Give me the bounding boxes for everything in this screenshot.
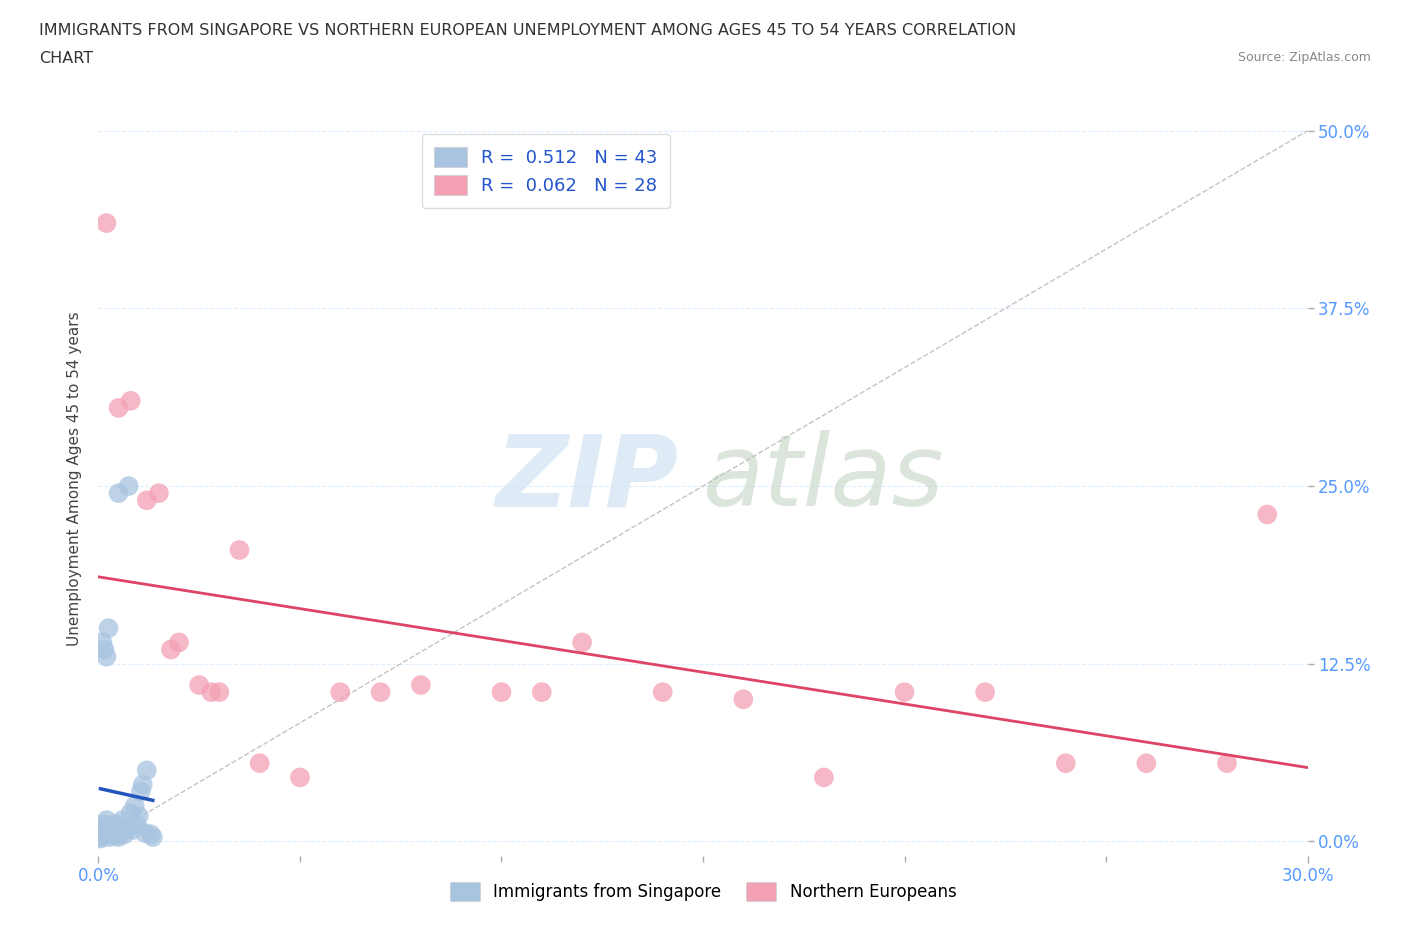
Point bbox=[101, 819, 124, 834]
Point bbox=[135, 493, 157, 508]
Point bbox=[120, 805, 142, 820]
Point bbox=[93, 642, 115, 657]
Point bbox=[96, 813, 118, 828]
Point bbox=[96, 819, 118, 834]
Point bbox=[167, 635, 190, 650]
Point bbox=[135, 763, 157, 777]
Point bbox=[104, 817, 127, 831]
Legend: Immigrants from Singapore, Northern Europeans: Immigrants from Singapore, Northern Euro… bbox=[443, 875, 963, 908]
Point bbox=[100, 827, 122, 842]
Point bbox=[288, 770, 311, 785]
Point bbox=[124, 799, 146, 814]
Text: ZIP: ZIP bbox=[496, 431, 679, 527]
Point bbox=[107, 401, 129, 416]
Point bbox=[118, 479, 141, 494]
Point bbox=[813, 770, 835, 785]
Point bbox=[93, 819, 115, 834]
Point bbox=[160, 642, 183, 657]
Point bbox=[125, 817, 148, 831]
Point bbox=[91, 635, 114, 650]
Text: Source: ZipAtlas.com: Source: ZipAtlas.com bbox=[1237, 51, 1371, 64]
Point bbox=[571, 635, 593, 650]
Text: CHART: CHART bbox=[39, 51, 93, 66]
Text: IMMIGRANTS FROM SINGAPORE VS NORTHERN EUROPEAN UNEMPLOYMENT AMONG AGES 45 TO 54 : IMMIGRANTS FROM SINGAPORE VS NORTHERN EU… bbox=[39, 23, 1017, 38]
Y-axis label: Unemployment Among Ages 45 to 54 years: Unemployment Among Ages 45 to 54 years bbox=[66, 312, 82, 646]
Point bbox=[93, 817, 115, 831]
Point bbox=[139, 827, 162, 842]
Point bbox=[107, 830, 129, 844]
Point bbox=[110, 824, 132, 839]
Point bbox=[107, 829, 129, 844]
Point bbox=[530, 684, 553, 699]
Point bbox=[103, 822, 125, 837]
Point bbox=[94, 821, 117, 836]
Point bbox=[134, 826, 156, 841]
Point bbox=[1216, 756, 1239, 771]
Point bbox=[129, 784, 152, 799]
Point bbox=[249, 756, 271, 771]
Point bbox=[103, 826, 125, 841]
Point bbox=[733, 692, 755, 707]
Point bbox=[90, 830, 112, 844]
Point bbox=[121, 822, 143, 837]
Point bbox=[370, 684, 392, 699]
Point bbox=[188, 678, 211, 693]
Point bbox=[111, 813, 134, 828]
Point bbox=[651, 684, 673, 699]
Point bbox=[97, 620, 120, 635]
Point bbox=[120, 393, 142, 408]
Point bbox=[148, 485, 170, 500]
Point bbox=[100, 822, 122, 837]
Point bbox=[89, 831, 111, 846]
Point bbox=[93, 829, 115, 844]
Point bbox=[105, 819, 128, 834]
Point bbox=[94, 826, 117, 841]
Point bbox=[96, 649, 118, 664]
Point bbox=[98, 830, 121, 844]
Point bbox=[893, 684, 915, 699]
Legend: R =  0.512   N = 43, R =  0.062   N = 28: R = 0.512 N = 43, R = 0.062 N = 28 bbox=[422, 134, 671, 208]
Point bbox=[1256, 507, 1278, 522]
Point bbox=[107, 485, 129, 500]
Point bbox=[329, 684, 352, 699]
Point bbox=[208, 684, 231, 699]
Point bbox=[91, 822, 114, 837]
Point bbox=[409, 678, 432, 693]
Point bbox=[974, 684, 997, 699]
Point bbox=[96, 216, 118, 231]
Point bbox=[228, 542, 250, 557]
Point bbox=[114, 827, 136, 842]
Text: atlas: atlas bbox=[703, 431, 945, 527]
Point bbox=[200, 684, 222, 699]
Point bbox=[1135, 756, 1157, 771]
Point bbox=[142, 830, 165, 844]
Point bbox=[132, 777, 155, 792]
Point bbox=[1054, 756, 1077, 771]
Point bbox=[115, 819, 138, 834]
Point bbox=[491, 684, 513, 699]
Point bbox=[97, 824, 120, 839]
Point bbox=[91, 827, 114, 842]
Point bbox=[128, 808, 150, 823]
